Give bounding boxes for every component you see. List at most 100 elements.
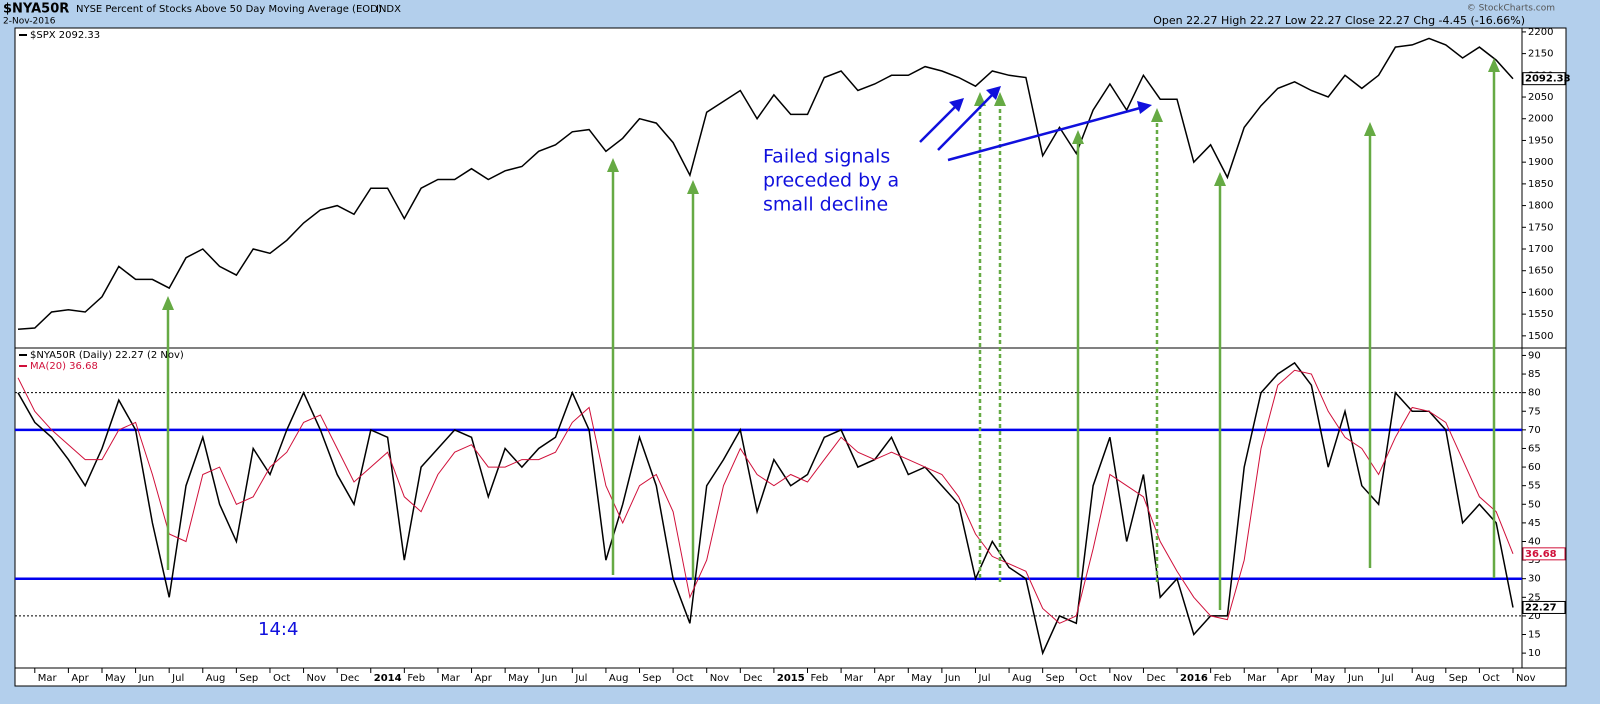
x-tick-label: Dec — [340, 673, 359, 684]
last-value-label: 22.27 — [1525, 602, 1557, 613]
y-tick-label: 70 — [1528, 425, 1541, 436]
y-tick-label: 10 — [1528, 648, 1541, 659]
series-line — [17, 369, 1514, 624]
y-tick-label: 1800 — [1528, 201, 1553, 212]
y-tick-label: 60 — [1528, 462, 1541, 473]
x-tick-label: Oct — [273, 673, 290, 684]
chart-subtitle: NYSE Percent of Stocks Above 50 Day Movi… — [76, 4, 382, 15]
x-tick-label: 2016 — [1180, 673, 1208, 684]
y-tick-label: 55 — [1528, 481, 1541, 492]
y-tick-label: 35 — [1528, 555, 1541, 566]
x-tick-label: May — [105, 673, 126, 684]
x-tick-label: Sep — [239, 673, 258, 684]
y-tick-label: 25 — [1528, 592, 1541, 603]
y-tick-label: 15 — [1528, 630, 1541, 641]
y-tick-label: 1550 — [1528, 309, 1553, 320]
x-tick-label: Apr — [475, 673, 493, 684]
last-value-tag — [1522, 600, 1566, 614]
x-tick-label: Mar — [844, 673, 864, 684]
x-tick-label: Mar — [38, 673, 58, 684]
annotation: small decline — [763, 194, 888, 216]
x-tick-label: Nov — [307, 673, 327, 684]
x-tick-label: 2015 — [777, 673, 805, 684]
y-tick-label: 1600 — [1528, 287, 1553, 298]
x-tick-label: Sep — [643, 673, 662, 684]
x-tick-label: Jul — [1381, 673, 1394, 684]
x-tick-label: Jun — [138, 673, 155, 684]
x-tick-label: May — [911, 673, 932, 684]
y-tick-label: 45 — [1528, 518, 1541, 529]
y-tick-label: 2200 — [1528, 27, 1553, 38]
x-tick-label: Aug — [206, 673, 226, 684]
y-tick-label: 1750 — [1528, 222, 1553, 233]
x-tick-label: Nov — [1113, 673, 1133, 684]
y-tick-label: 2000 — [1528, 114, 1553, 125]
annotation: 14:4 — [258, 619, 298, 640]
annotation: preceded by a — [763, 170, 899, 192]
y-tick-label: 40 — [1528, 536, 1541, 547]
y-tick-label: 50 — [1528, 499, 1541, 510]
x-tick-label: May — [1314, 673, 1335, 684]
x-tick-label: Feb — [810, 673, 828, 684]
y-tick-label: 65 — [1528, 443, 1541, 454]
x-tick-label: Oct — [676, 673, 693, 684]
x-tick-label: 2014 — [374, 673, 402, 684]
last-value-tag — [1522, 547, 1566, 561]
y-tick-label: 20 — [1528, 611, 1541, 622]
x-tick-label: Aug — [1415, 673, 1435, 684]
y-tick-label: 1650 — [1528, 266, 1553, 277]
x-tick-label: Aug — [1012, 673, 1032, 684]
exchange: INDX — [376, 4, 401, 15]
y-tick-label: 80 — [1528, 388, 1541, 399]
legend-label: $SPX 2092.33 — [30, 30, 100, 41]
y-tick-label: 1900 — [1528, 157, 1553, 168]
y-tick-label: 2150 — [1528, 49, 1553, 60]
x-tick-label: Sep — [1449, 673, 1468, 684]
x-tick-label: Aug — [609, 673, 629, 684]
y-tick-label: 2050 — [1528, 92, 1553, 103]
x-tick-label: Oct — [1482, 673, 1499, 684]
x-tick-label: Apr — [71, 673, 89, 684]
ohlc: Open 22.27 High 22.27 Low 22.27 Close 22… — [1153, 14, 1525, 27]
x-tick-label: Jul — [977, 673, 990, 684]
x-tick-label: Nov — [1516, 673, 1536, 684]
x-tick-label: Jun — [541, 673, 558, 684]
legend-label: MA(20) 36.68 — [30, 361, 98, 372]
x-tick-label: Jun — [944, 673, 961, 684]
y-tick-label: 1700 — [1528, 244, 1553, 255]
x-tick-label: Feb — [1214, 673, 1232, 684]
last-value-label: 2092.33 — [1525, 74, 1571, 85]
last-value-label: 36.68 — [1525, 549, 1557, 560]
y-tick-label: 1950 — [1528, 135, 1553, 146]
x-tick-label: Jul — [171, 673, 184, 684]
y-tick-label: 1500 — [1528, 331, 1553, 342]
x-tick-label: Jul — [574, 673, 587, 684]
chart-title: $NYA50R — [3, 2, 69, 17]
x-tick-label: May — [508, 673, 529, 684]
x-tick-label: Mar — [441, 673, 461, 684]
legend-label: $NYA50R (Daily) 22.27 (2 Nov) — [30, 350, 184, 361]
x-tick-label: Feb — [407, 673, 425, 684]
last-value-tag — [1522, 72, 1566, 86]
x-axis-area — [14, 667, 1567, 687]
x-tick-label: Mar — [1247, 673, 1267, 684]
y-tick-label: 85 — [1528, 369, 1541, 380]
x-tick-label: Oct — [1079, 673, 1096, 684]
date: 2-Nov-2016 — [3, 17, 56, 27]
x-tick-label: Nov — [710, 673, 730, 684]
credit: © StockCharts.com — [1467, 4, 1555, 14]
annotation-arrows — [162, 58, 1500, 610]
x-tick-label: Dec — [743, 673, 762, 684]
x-tick-label: Dec — [1146, 673, 1165, 684]
series-line — [17, 361, 1514, 656]
y-tick-label: 1850 — [1528, 179, 1553, 190]
x-tick-label: Apr — [878, 673, 896, 684]
x-tick-label: Jun — [1347, 673, 1364, 684]
x-tick-label: Sep — [1046, 673, 1065, 684]
y-tick-label: 75 — [1528, 406, 1541, 417]
annotation: Failed signals — [763, 146, 890, 168]
y-tick-label: 30 — [1528, 574, 1541, 585]
x-tick-label: Apr — [1281, 673, 1299, 684]
